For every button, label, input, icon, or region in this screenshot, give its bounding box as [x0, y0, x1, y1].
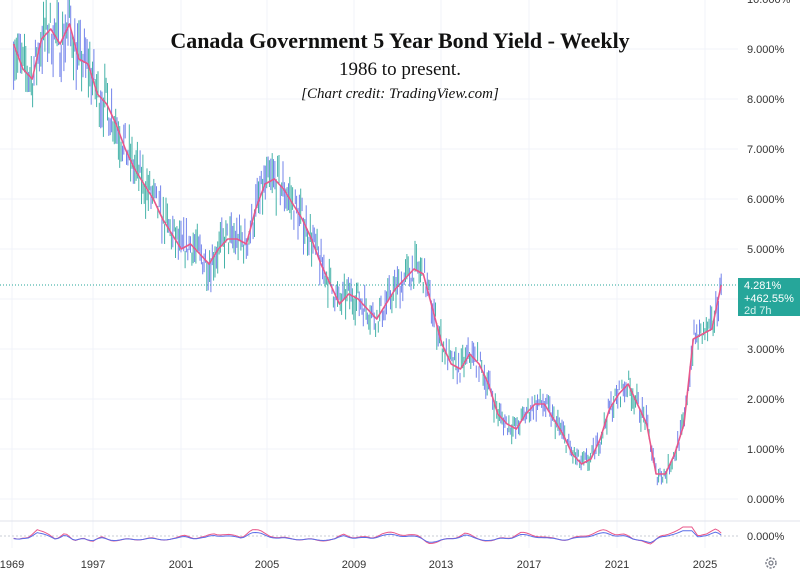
y-tick-label: 1.000%: [747, 444, 785, 456]
x-tick-label: 2025: [693, 559, 717, 571]
y-tick-label: 10.000%: [747, 0, 791, 6]
title-block: Canada Government 5 Year Bond Yield - We…: [0, 26, 800, 104]
x-tick-label: 1969: [0, 559, 24, 571]
y-tick-label: 7.000%: [747, 144, 785, 156]
y-tick-label: 9.000%: [747, 44, 785, 56]
last-value-badge: 4.281% +462.55% 2d 7h: [738, 278, 800, 317]
y-tick-label: 3.000%: [747, 344, 785, 356]
x-tick-label: 2001: [169, 559, 193, 571]
y-tick-label: 5.000%: [747, 244, 785, 256]
y-tick-label: 8.000%: [747, 94, 785, 106]
x-tick-label: 1997: [81, 559, 105, 571]
chart-credit: [Chart credit: TradingView.com]: [301, 86, 499, 102]
y-tick-label: 0.000%: [747, 494, 785, 506]
last-value-label: 4.281%: [744, 280, 782, 292]
x-tick-label: 2013: [429, 559, 453, 571]
x-tick-label: 2009: [342, 559, 366, 571]
series-line: [12, 23, 722, 475]
moving-average-line: [12, 23, 722, 475]
x-axis-ticks: 1969 1997 2001 2005 2009 2013 2017 2021 2025: [0, 559, 717, 571]
chart-title: Canada Government 5 Year Bond Yield - We…: [170, 28, 630, 53]
x-tick-label: 2005: [255, 559, 279, 571]
time-label: 2d 7h: [744, 305, 772, 317]
y-axis-ticks: 0.000%1.000%2.000%3.000%4.000%5.000%6.00…: [747, 0, 791, 506]
gear-icon[interactable]: [764, 556, 778, 570]
x-tick-label: 2021: [605, 559, 629, 571]
y-tick-label: 6.000%: [747, 194, 785, 206]
oscillator-pane: 0.000%: [0, 526, 785, 545]
oscillator-signal-line: [13, 530, 722, 544]
chart-subtitle: 1986 to present.: [339, 59, 461, 80]
change-label: +462.55%: [744, 292, 794, 305]
y-tick-label: 2.000%: [747, 394, 785, 406]
oscillator-label: 0.000%: [747, 531, 785, 543]
x-tick-label: 2017: [517, 559, 541, 571]
price-bars: [13, 0, 722, 486]
